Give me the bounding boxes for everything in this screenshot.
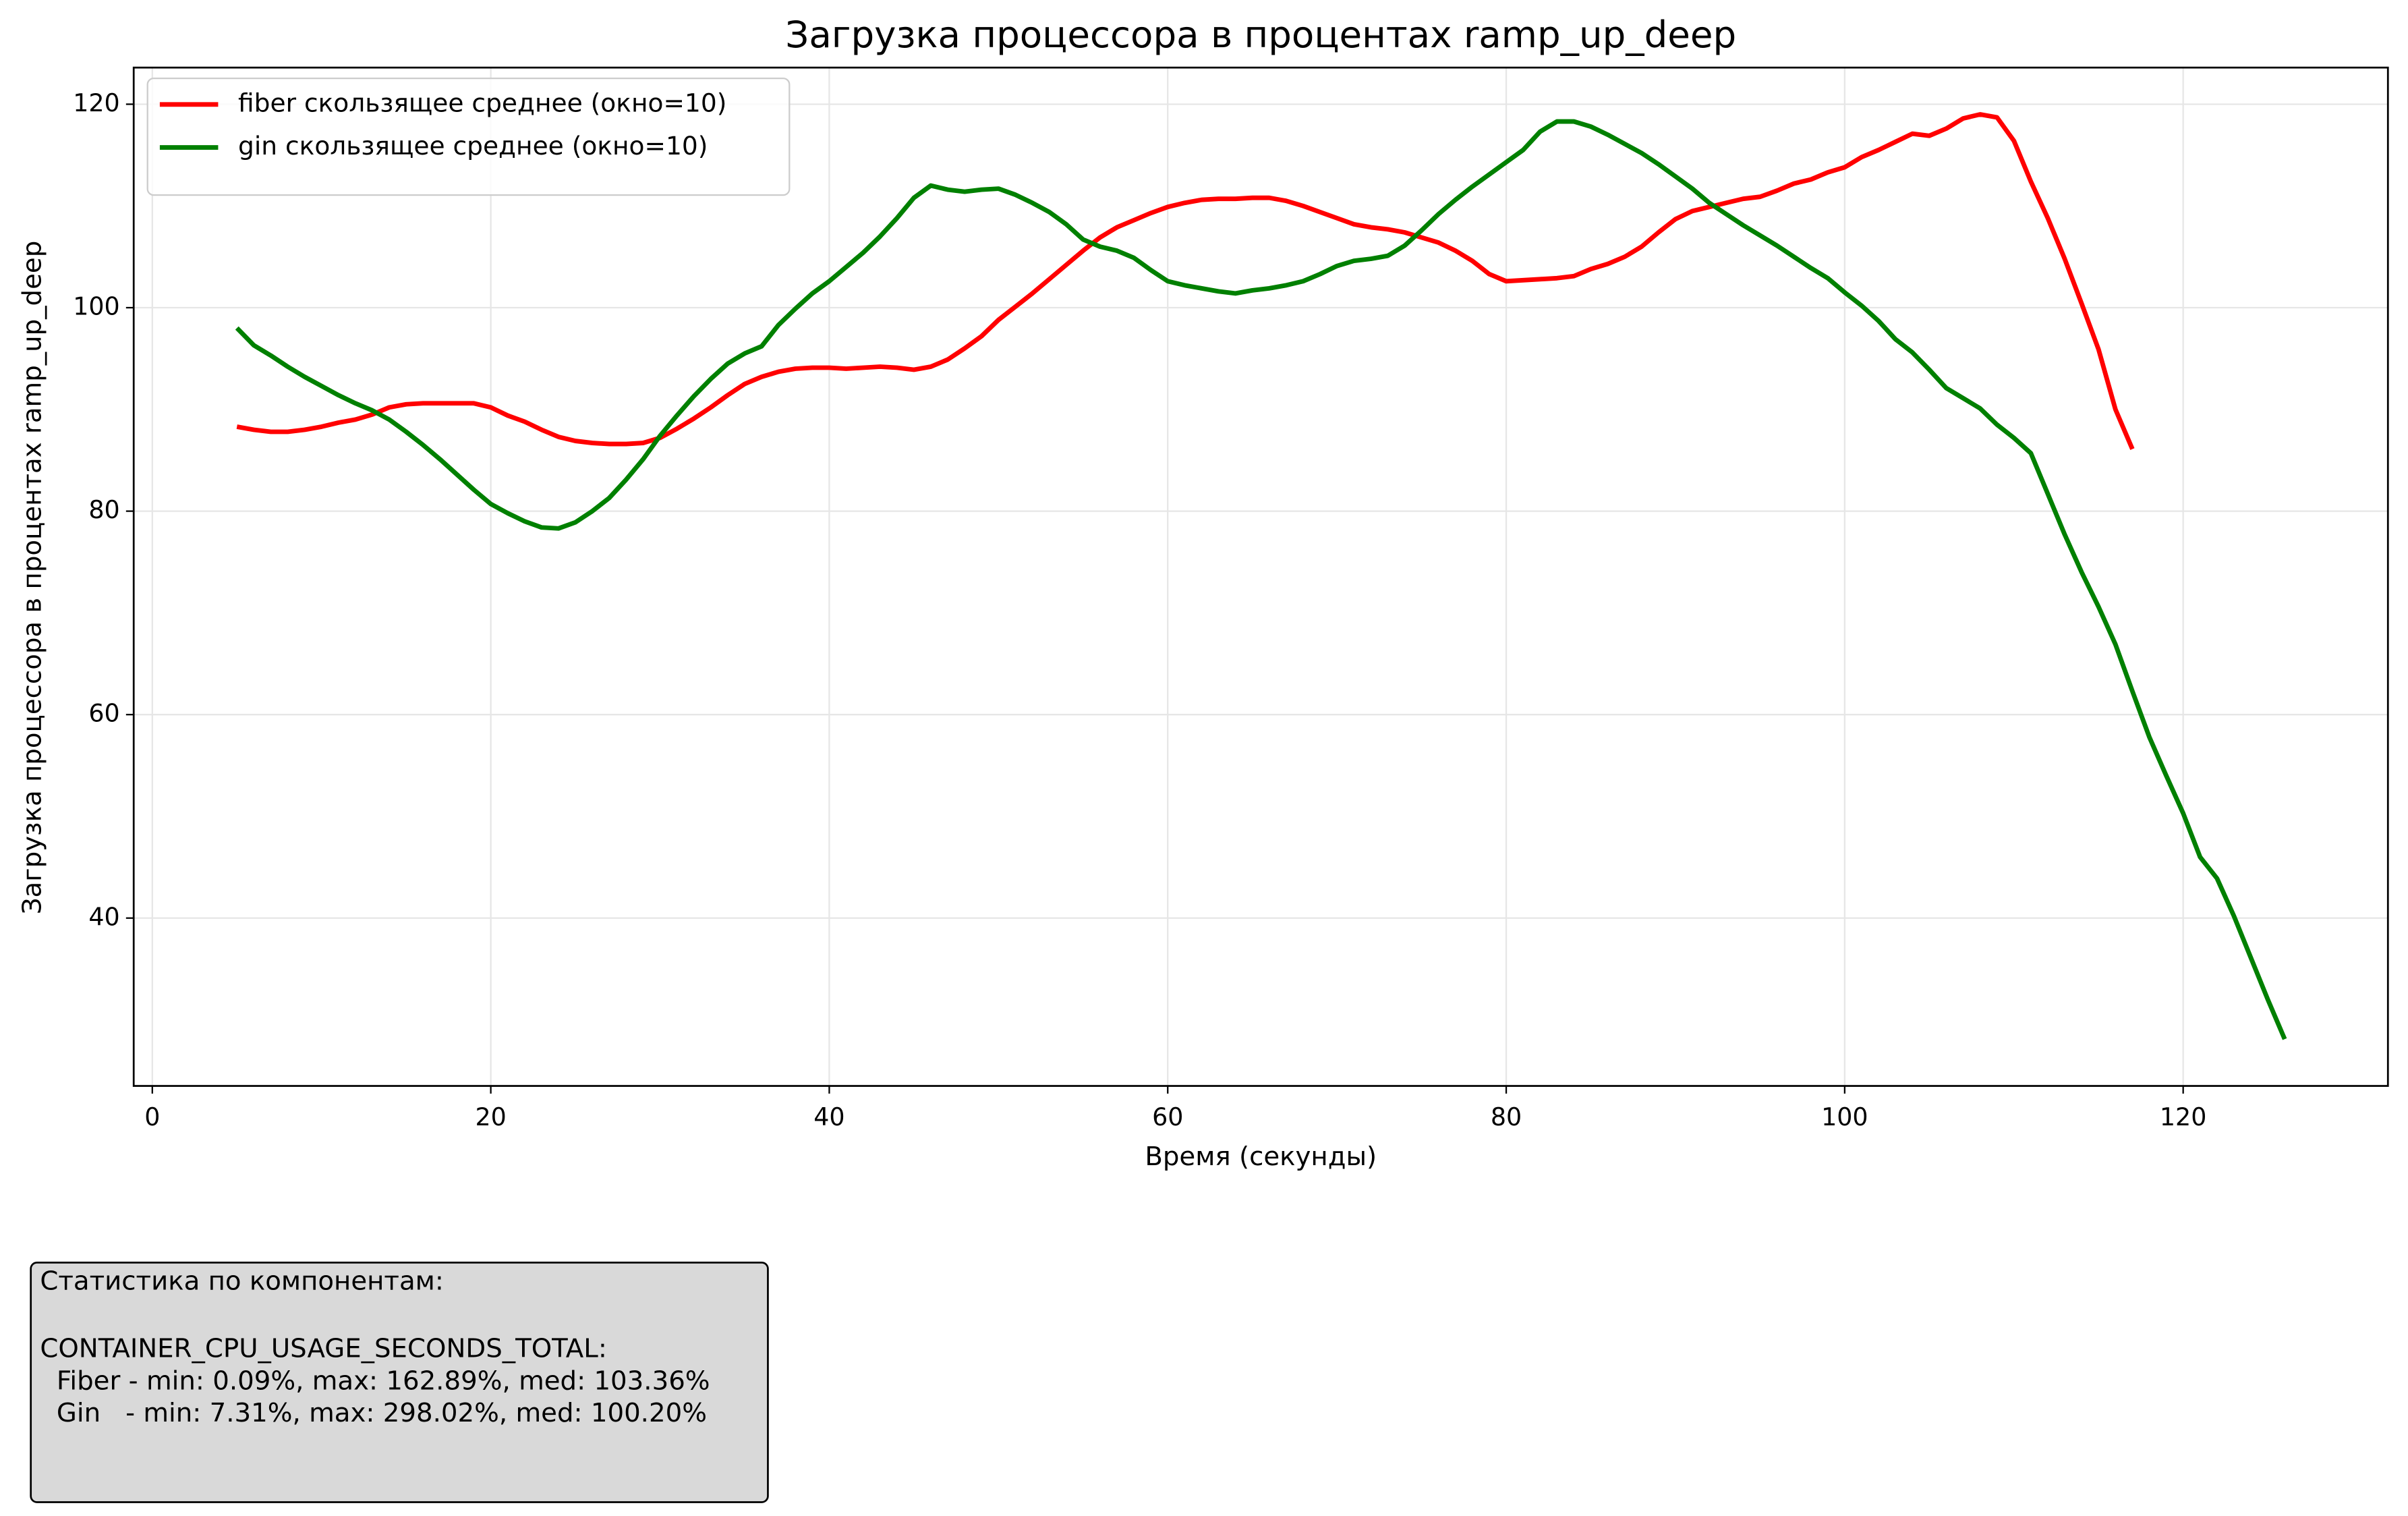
series-line — [236, 112, 2135, 450]
legend-box — [146, 77, 791, 196]
y-tick-label: 40 — [88, 902, 119, 931]
stats-line: Fiber - min: 0.09%, max: 162.89%, med: 1… — [40, 1366, 710, 1396]
x-axis-label: Время (секунды) — [1145, 1142, 1377, 1172]
x-tick-label: 80 — [1491, 1102, 1522, 1131]
y-tick-label: 120 — [73, 88, 119, 117]
stats-line: Статистика по компонентам: — [40, 1266, 444, 1296]
y-axis-label: Загрузка процессора в процентах ramp_up_… — [18, 241, 48, 914]
plot-frame — [132, 66, 2389, 1087]
x-tick-label: 40 — [813, 1102, 844, 1131]
x-tick-label: 100 — [1821, 1102, 1868, 1131]
stats-line: Gin - min: 7.31%, max: 298.02%, med: 100… — [40, 1398, 707, 1428]
y-tick-label: 60 — [88, 699, 119, 728]
stats-box — [30, 1261, 769, 1503]
x-tick-label: 60 — [1152, 1102, 1183, 1131]
x-tick-label: 20 — [475, 1102, 506, 1131]
y-tick-label: 80 — [88, 495, 119, 524]
y-tick-label: 100 — [73, 292, 119, 321]
legend-label: fiber скользящее среднее (окно=10) — [238, 88, 726, 117]
legend-label: gin скользящее среднее (окно=10) — [238, 131, 708, 161]
chart-title: Загрузка процессора в процентах ramp_up_… — [785, 13, 1736, 56]
x-tick-label: 120 — [2160, 1102, 2207, 1131]
series-line — [235, 119, 2287, 1040]
stats-line: CONTAINER_CPU_USAGE_SECONDS_TOTAL: — [40, 1334, 607, 1364]
x-tick-label: 0 — [144, 1102, 160, 1131]
